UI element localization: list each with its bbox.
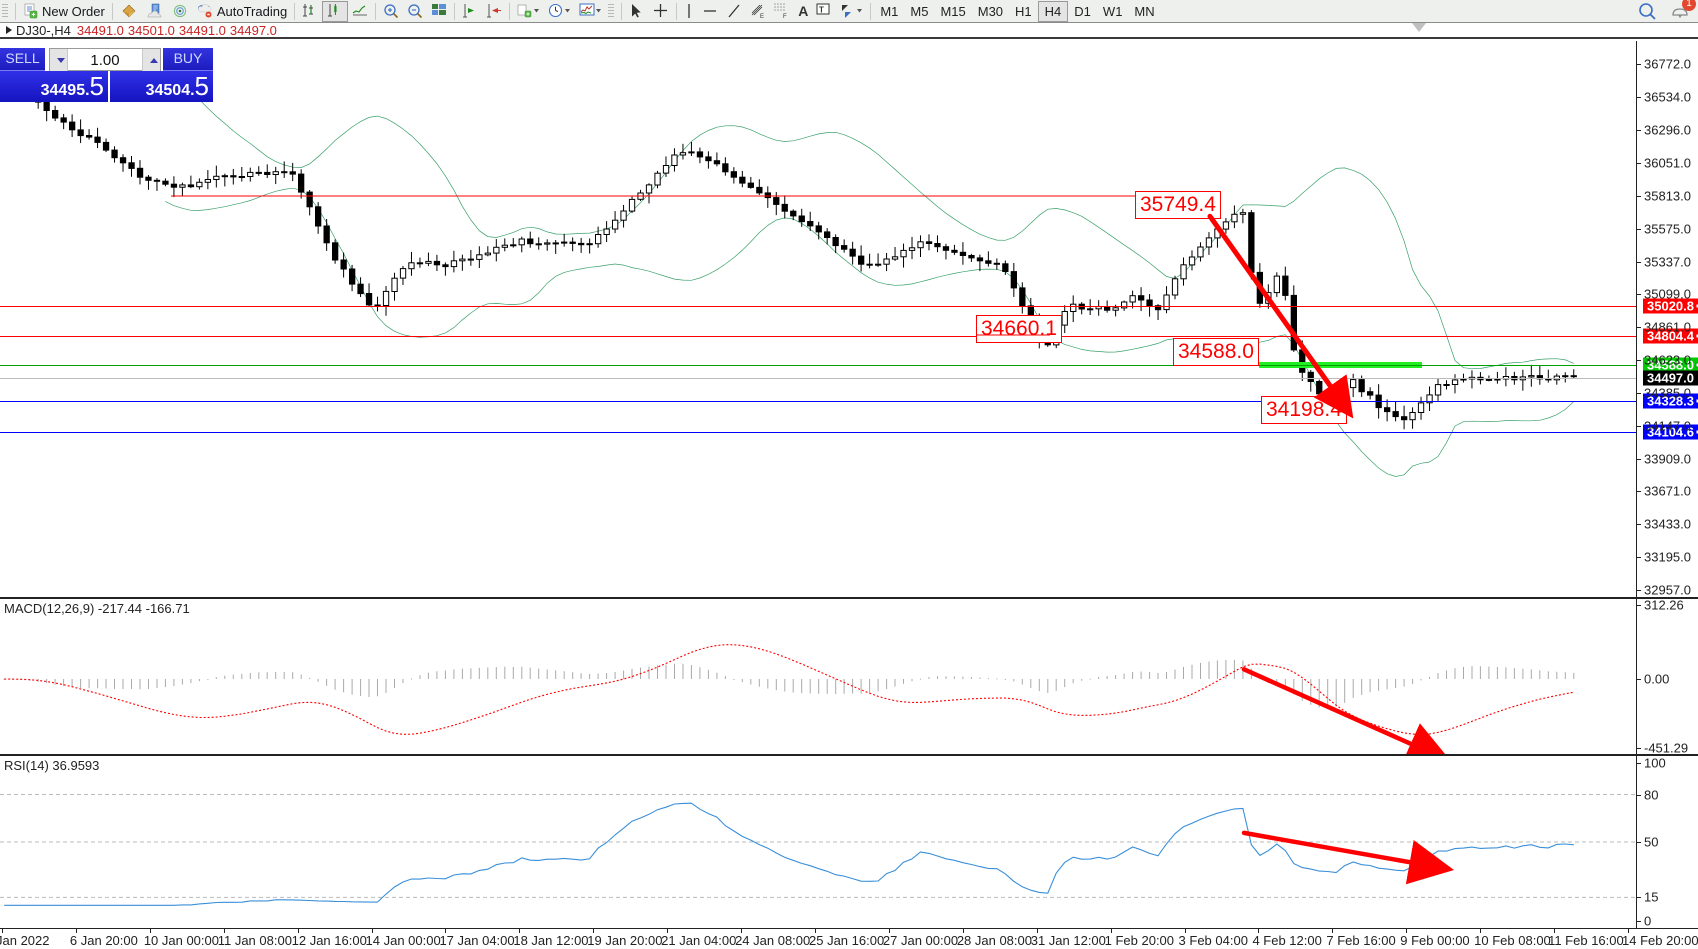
svg-text:T: T: [819, 6, 824, 15]
svg-text:E: E: [760, 14, 764, 19]
svg-text:F: F: [783, 14, 787, 19]
